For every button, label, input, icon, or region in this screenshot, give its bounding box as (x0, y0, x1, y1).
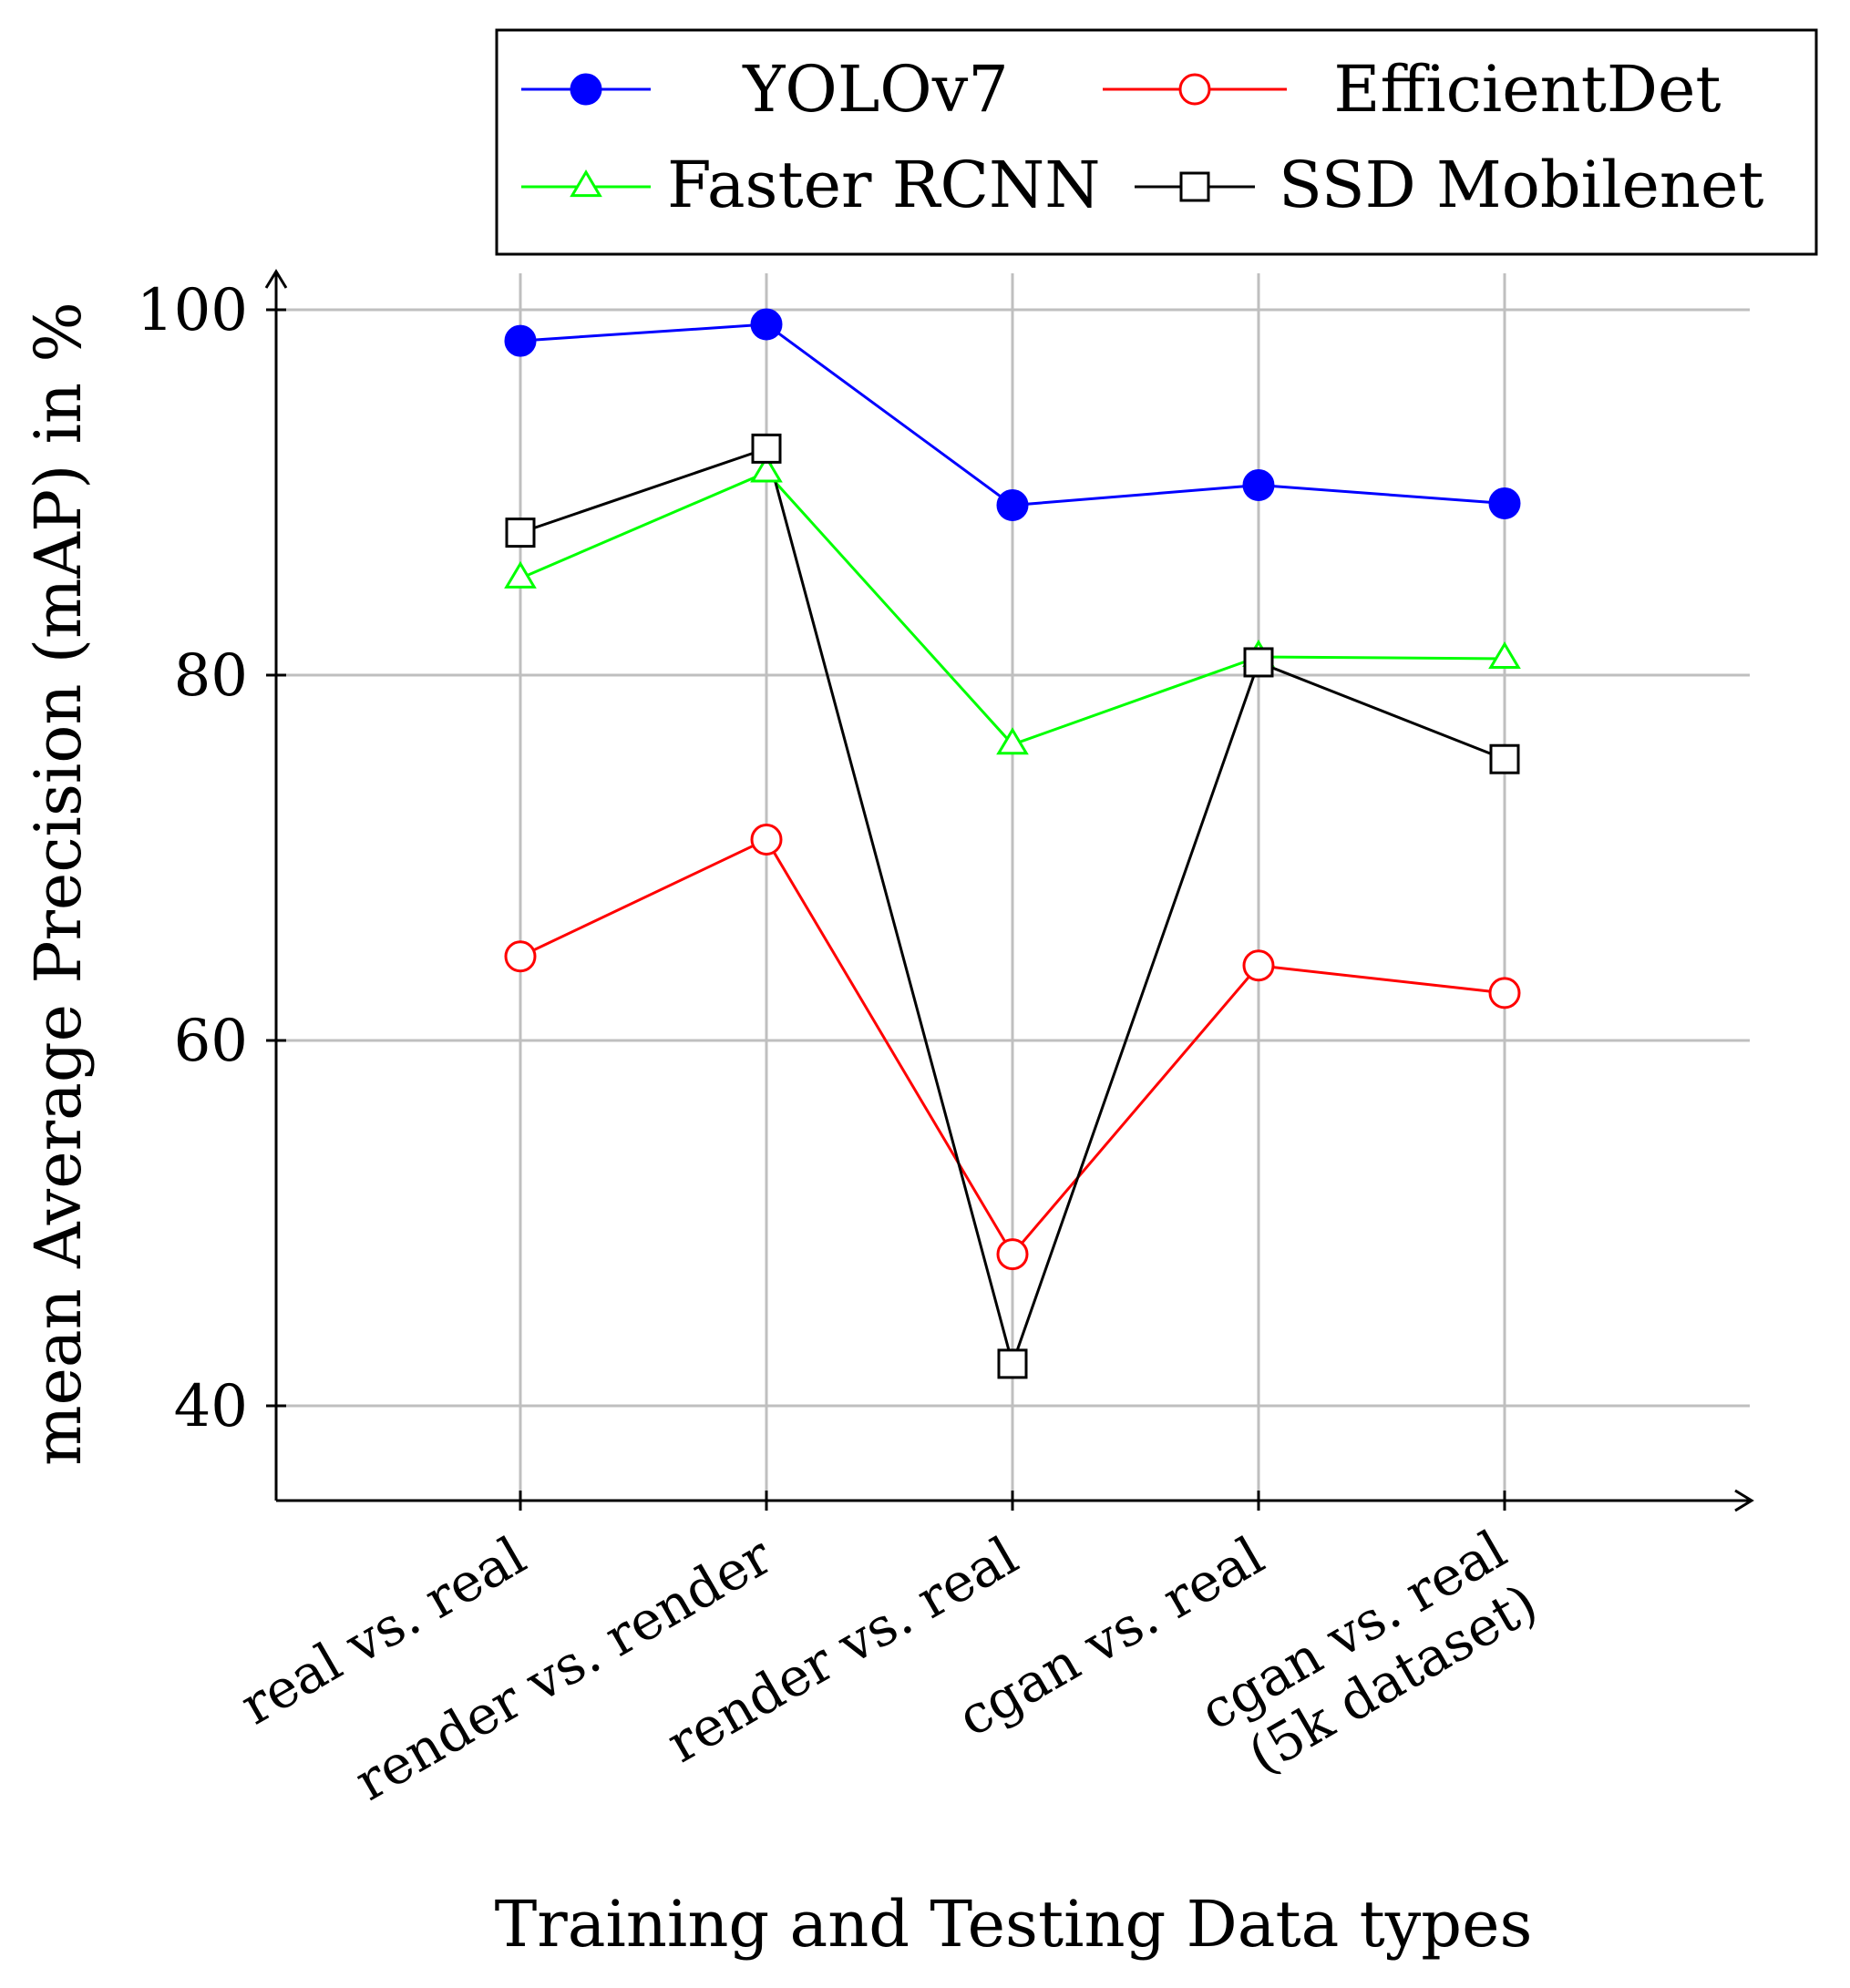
series-layer (504, 308, 1521, 1379)
legend-label: YOLOv7 (742, 52, 1009, 127)
data-point-efficientdet (1488, 977, 1521, 1009)
data-point-efficientdet (1242, 949, 1275, 982)
legend: YOLOv7 EfficientDet Faster RCNN SSD Mobilen… (495, 28, 1818, 256)
legend-marker (570, 73, 602, 106)
y-tick-label: 40 (174, 1373, 248, 1440)
legend-marker (570, 169, 602, 198)
axes (264, 269, 1754, 1512)
legend-entry-efficientdet: EfficientDet (1103, 52, 1722, 127)
data-point-faster-rcnn (504, 560, 537, 589)
y-tick-label: 80 (174, 642, 248, 710)
data-point-ssd-mobilenet (1243, 647, 1274, 678)
data-point-ssd-mobilenet (997, 1348, 1028, 1379)
grid-lines (276, 273, 1750, 1501)
data-point-ssd-mobilenet (505, 517, 536, 548)
legend-label: SSD Mobilenet (1279, 148, 1764, 222)
legend-label: EfficientDet (1333, 52, 1721, 127)
legend-label: Faster RCNN (667, 148, 1101, 222)
data-point-efficientdet (504, 940, 537, 973)
y-axis-title: mean Average Precision (mAP) in % (21, 302, 96, 1466)
data-point-yolov7 (1488, 487, 1521, 520)
legend-marker (1178, 73, 1211, 106)
data-point-efficientdet (750, 823, 783, 856)
legend-entry-yolov7: YOLOv7 (521, 52, 1009, 127)
legend-marker (1179, 171, 1210, 202)
y-axis-arrow (264, 269, 288, 289)
x-tick-label-line: render vs. render (344, 1524, 782, 1813)
data-point-ssd-mobilenet (751, 433, 782, 464)
y-tick-label: 100 (137, 277, 248, 344)
legend-entry-faster-rcnn: Faster RCNN (521, 148, 1101, 222)
legend-box (495, 28, 1818, 256)
data-point-yolov7 (1242, 468, 1275, 501)
data-point-efficientdet (996, 1238, 1029, 1271)
x-tick-label: render vs. render (344, 1524, 782, 1813)
data-point-yolov7 (504, 324, 537, 357)
data-point-yolov7 (996, 489, 1029, 522)
data-point-faster-rcnn (750, 455, 783, 483)
legend-entry-ssd-mobilenet: SSD Mobilenet (1135, 148, 1764, 222)
data-point-faster-rcnn (1488, 641, 1521, 670)
data-point-yolov7 (750, 308, 783, 341)
y-tick-labels: 40 60 80 100 (137, 277, 286, 1440)
y-tick-label: 60 (174, 1008, 248, 1075)
data-point-faster-rcnn (996, 727, 1029, 755)
x-axis-arrow (1734, 1489, 1754, 1512)
x-axis-title: Training and Testing Data types (495, 1887, 1533, 1962)
data-point-ssd-mobilenet (1489, 743, 1520, 774)
